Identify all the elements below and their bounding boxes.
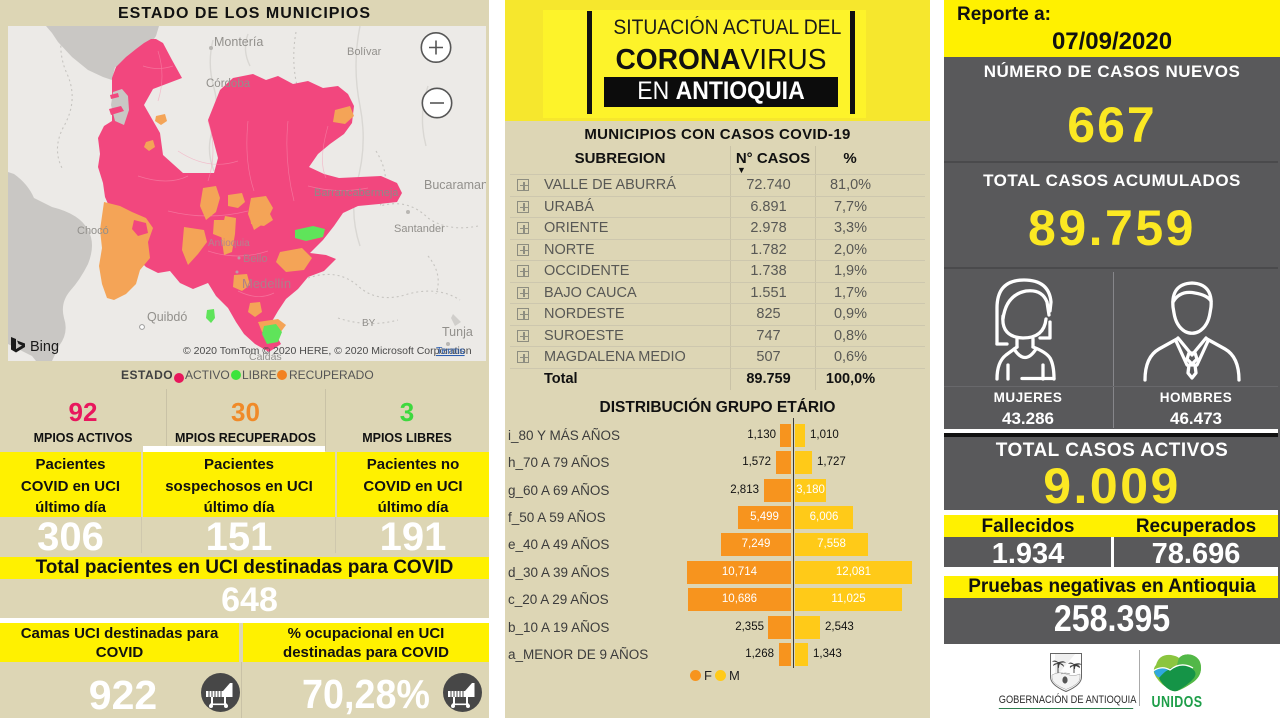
svg-text:Montería: Montería: [214, 35, 263, 49]
svg-text:Chocó: Chocó: [77, 225, 109, 237]
svg-text:Santander: Santander: [394, 223, 445, 235]
svg-text:Bing: Bing: [30, 339, 59, 355]
svg-text:Terms: Terms: [436, 345, 465, 357]
svg-text:Medellín: Medellín: [242, 276, 291, 291]
svg-text:BY: BY: [362, 318, 376, 329]
svg-text:Quibdó: Quibdó: [147, 310, 187, 324]
svg-text:© 2020 TomTom © 2020 HERE, © 2: © 2020 TomTom © 2020 HERE, © 2020 Micros…: [183, 345, 472, 357]
svg-text:Bello: Bello: [243, 253, 267, 265]
svg-text:Caldas: Caldas: [249, 351, 282, 361]
svg-text:Antioquia: Antioquia: [208, 238, 250, 249]
svg-text:Córdoba: Córdoba: [206, 78, 251, 90]
svg-text:Tunja: Tunja: [442, 325, 473, 339]
svg-text:Barrancabermeja: Barrancabermeja: [314, 187, 399, 199]
svg-text:Bolívar: Bolívar: [347, 46, 382, 58]
svg-text:Bucaraman: Bucaraman: [424, 178, 486, 192]
